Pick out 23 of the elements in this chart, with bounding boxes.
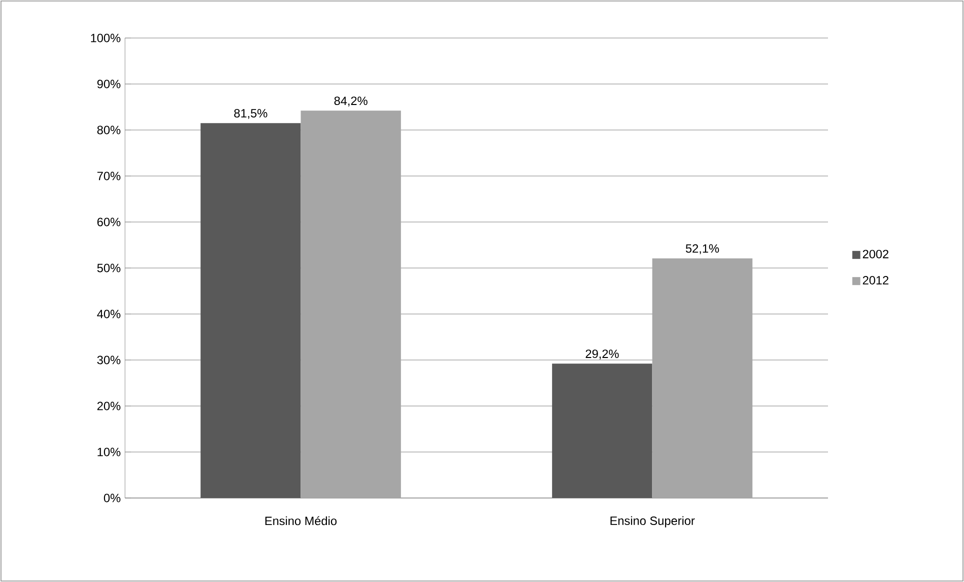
y-tick-label: 70% <box>97 172 120 180</box>
bar <box>200 123 301 498</box>
y-tick-label: 100% <box>91 34 120 42</box>
y-tick-label: 30% <box>97 356 120 364</box>
y-tick-label: 40% <box>97 310 120 318</box>
y-tick-label: 90% <box>97 80 120 88</box>
y-tick-label: 10% <box>98 448 120 456</box>
y-tick-label: 80% <box>97 126 120 134</box>
y-tick-label: 50% <box>97 264 120 272</box>
bar <box>652 258 752 498</box>
legend-label: 2002 <box>862 250 888 258</box>
data-label: 81,5% <box>234 108 268 119</box>
data-label: 52,1% <box>686 244 719 254</box>
bar <box>300 110 401 498</box>
y-tick-label: 20% <box>97 402 120 410</box>
data-label: 84,2% <box>334 96 368 106</box>
bar <box>552 364 652 498</box>
y-tick-label: 0% <box>104 494 120 502</box>
y-tick-label: 60% <box>97 218 120 226</box>
x-tick-label: Ensino Superior <box>610 516 695 528</box>
x-tick-label: Ensino Médio <box>265 516 337 526</box>
data-label: 29,2% <box>586 350 619 360</box>
legend-label: 2012 <box>862 276 888 284</box>
